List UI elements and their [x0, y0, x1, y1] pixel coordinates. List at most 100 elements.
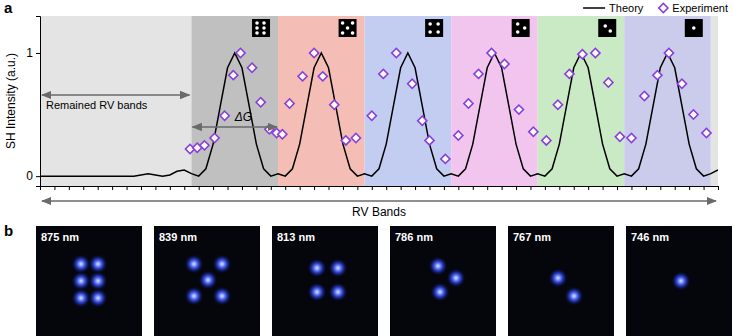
x-tick-mark — [617, 186, 618, 190]
x-tick-mark — [228, 186, 229, 190]
inset-dot — [436, 22, 440, 26]
x-tick — [40, 186, 41, 190]
inset-dot — [262, 21, 266, 25]
x-tick — [444, 186, 445, 190]
x-tick — [473, 186, 474, 190]
x-tick — [704, 186, 705, 190]
x-tick-mark — [329, 186, 330, 190]
x-tick — [141, 186, 142, 190]
annotation: ΔG — [234, 110, 252, 124]
inset-dot — [255, 31, 259, 35]
x-tick-mark — [458, 186, 459, 190]
experiment-point — [529, 127, 538, 136]
x-tick-mark — [487, 186, 488, 190]
y-axis-line — [36, 17, 41, 187]
y-tick-mark — [36, 53, 40, 54]
x-tick — [574, 186, 575, 190]
x-tick-mark — [429, 186, 430, 190]
inset-dot — [351, 31, 355, 35]
x-tick — [415, 186, 416, 190]
x-tick — [357, 186, 358, 190]
y-axis-title: SH Intensity (a.u.) — [4, 53, 18, 149]
image-spot — [212, 254, 232, 274]
x-tick — [54, 186, 55, 190]
experiment-point — [392, 48, 401, 57]
legend: TheoryExperiment — [583, 2, 728, 14]
x-tick — [660, 186, 661, 190]
experiment-point — [689, 110, 698, 119]
annotation-arrow — [192, 126, 277, 128]
x-tick-mark — [112, 186, 113, 190]
experiment-point — [318, 72, 327, 81]
experiment-point — [441, 154, 450, 163]
x-tick-mark — [343, 186, 344, 190]
x-tick — [256, 186, 257, 190]
x-axis-line — [41, 187, 719, 191]
x-tick-mark — [415, 186, 416, 190]
legend-label: Theory — [609, 2, 644, 14]
x-tick-mark — [127, 186, 128, 190]
legend-swatch — [583, 7, 605, 9]
x-tick-mark — [213, 186, 214, 190]
x-tick-mark — [545, 186, 546, 190]
chart-root: 01SH Intensity (a.u.)RV BandsRemained RV… — [0, 0, 733, 336]
image-label: 786 nm — [395, 231, 433, 243]
x-tick — [314, 186, 315, 190]
image-spot — [671, 271, 691, 291]
inset-icon — [339, 19, 357, 37]
inset-background — [512, 19, 530, 37]
x-tick — [588, 186, 589, 190]
experiment-point — [464, 99, 473, 108]
x-tick-mark — [271, 186, 272, 190]
experiment-point — [408, 79, 417, 88]
panel-label: b — [4, 222, 13, 239]
inset-icon — [598, 19, 616, 37]
x-tick — [329, 186, 330, 190]
inset-dot — [608, 29, 612, 33]
band — [538, 16, 625, 186]
figure: 01SH Intensity (a.u.)RV BandsRemained RV… — [0, 0, 733, 336]
experiment-point — [351, 133, 360, 142]
band — [40, 16, 191, 186]
inset-background — [339, 19, 357, 37]
image-tile: 875 nm — [36, 226, 142, 336]
x-tick-mark — [718, 186, 719, 190]
experiment-point — [553, 100, 562, 109]
x-tick-mark — [40, 186, 41, 190]
image-spot — [307, 258, 327, 278]
band — [711, 16, 718, 186]
x-tick — [487, 186, 488, 190]
x-tick — [155, 186, 156, 190]
x-tick-mark — [386, 186, 387, 190]
x-tick — [401, 186, 402, 190]
experiment-point — [578, 50, 587, 59]
image-label: 875 nm — [41, 231, 79, 243]
x-tick — [429, 186, 430, 190]
x-tick — [69, 186, 70, 190]
experiment-point — [210, 133, 219, 142]
image-background — [154, 226, 260, 336]
x-tick-mark — [54, 186, 55, 190]
x-tick — [170, 186, 171, 190]
inset-background — [598, 19, 616, 37]
image-label: 767 nm — [513, 231, 551, 243]
plot-area — [40, 16, 718, 186]
inset-dot — [262, 26, 266, 30]
x-tick — [603, 186, 604, 190]
inset-dot — [516, 22, 520, 26]
experiment-point — [418, 116, 427, 125]
x-axis-title: RV Bands — [352, 205, 406, 219]
legend-swatch — [659, 3, 668, 12]
image-spot — [548, 268, 568, 288]
inset-dot — [341, 21, 345, 25]
x-tick-mark — [473, 186, 474, 190]
image-background — [508, 226, 614, 336]
band — [191, 16, 278, 186]
image-background — [36, 226, 142, 336]
x-tick — [458, 186, 459, 190]
x-tick — [98, 186, 99, 190]
x-tick-mark — [98, 186, 99, 190]
image-label: 813 nm — [277, 231, 315, 243]
experiment-point — [615, 132, 624, 141]
x-tick-mark — [69, 186, 70, 190]
